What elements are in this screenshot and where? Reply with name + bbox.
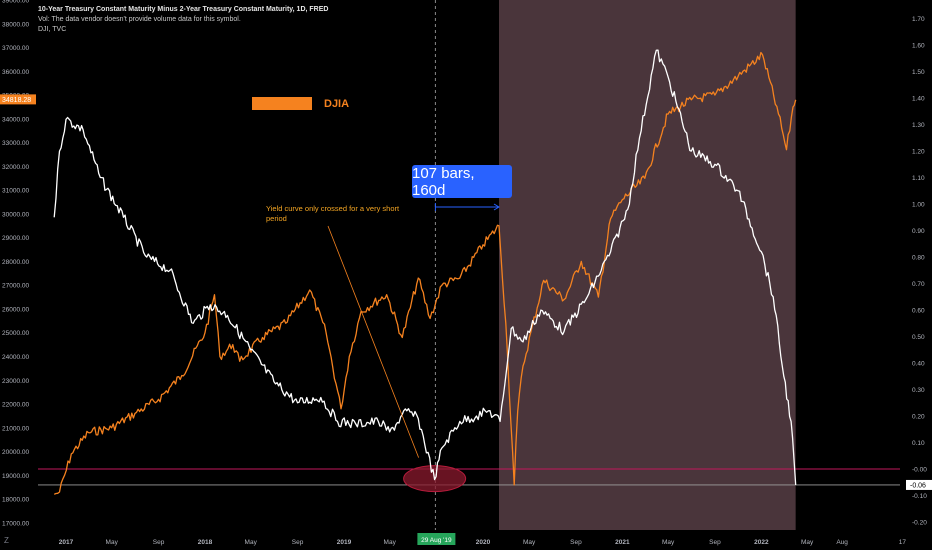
x-tick-label: 2017 [59, 539, 74, 546]
right-tick-label: 0.30 [912, 387, 925, 394]
left-current-value-badge: 34818.28 [0, 94, 36, 105]
x-tick-label: 29 Aug '19 [421, 537, 452, 544]
x-tick-label: May [662, 539, 675, 546]
right-current-value-badge: -0.06 [906, 479, 932, 490]
shaded-region [498, 0, 796, 530]
x-tick-label: Sep [570, 539, 582, 546]
left-axis-ticks: 39000.0038000.0037000.0036000.0035000.00… [2, 0, 29, 527]
x-axis-ticks: 2017 May Sep 2018 May Sep 2019 May 29 Aug '19 202… [59, 533, 907, 546]
left-tick-label: 29000.00 [2, 235, 29, 242]
x-tick-label: 2019 [337, 539, 352, 546]
right-tick-label: 1.70 [912, 16, 925, 23]
right-tick-label: 0.90 [912, 228, 925, 235]
left-tick-label: 36000.00 [2, 69, 29, 76]
x-tick-label: May [245, 539, 258, 546]
left-tick-label: 26000.00 [2, 306, 29, 313]
left-tick-label: 30000.00 [2, 211, 29, 218]
left-tick-label: 38000.00 [2, 21, 29, 28]
right-tick-label: 1.00 [912, 202, 925, 209]
x-tick-label: Sep [709, 539, 721, 546]
series-line-djia [53, 51, 797, 495]
right-tick-label: -0.20 [912, 520, 927, 527]
series-line-spread [53, 49, 797, 485]
right-tick-label: -0.00 [912, 467, 927, 474]
legend-label-djia: DJIA [324, 97, 350, 110]
right-tick-label: 0.40 [912, 361, 925, 368]
left-tick-label: 20000.00 [2, 449, 29, 456]
x-tick-label: 2018 [198, 539, 213, 546]
right-tick-label: 0.60 [912, 308, 925, 315]
right-tick-label: 0.20 [912, 414, 925, 421]
symbol-line: DJI, TVC [38, 26, 67, 33]
annotation-arrow [327, 225, 420, 458]
left-tick-label: 39000.00 [2, 0, 29, 5]
x-tick-label: 2021 [615, 539, 630, 546]
left-tick-label: 31000.00 [2, 188, 29, 195]
right-tick-label: 1.40 [912, 96, 925, 103]
left-tick-label: 24000.00 [2, 354, 29, 361]
right-tick-label: 0.50 [912, 334, 925, 341]
legend: DJIA [252, 97, 349, 110]
x-tick-label: Sep [153, 539, 165, 546]
x-tick-label: 2020 [476, 539, 491, 546]
left-tick-label: 33000.00 [2, 140, 29, 147]
right-tick-label: 0.10 [912, 440, 925, 447]
right-tick-label: 1.50 [912, 69, 925, 76]
x-tick-label: 17 [899, 539, 907, 546]
left-tick-label: 37000.00 [2, 45, 29, 52]
right-tick-label: 1.20 [912, 149, 925, 156]
left-tick-label: 21000.00 [2, 425, 29, 432]
right-tick-label: 1.30 [912, 122, 925, 129]
x-tick-label: May [106, 539, 119, 546]
volume-note: Vol: The data vendor doesn't provide vol… [38, 16, 241, 23]
measure-label[interactable]: 107 bars, 160d [412, 165, 512, 199]
left-tick-label: 19000.00 [2, 473, 29, 480]
logo-icon: Z [4, 536, 9, 545]
right-current-value-label: -0.06 [910, 482, 926, 489]
left-tick-label: 22000.00 [2, 402, 29, 409]
left-tick-label: 28000.00 [2, 259, 29, 266]
measure-arrowhead [493, 203, 500, 211]
left-tick-label: 32000.00 [2, 164, 29, 171]
right-tick-label: 0.70 [912, 281, 925, 288]
x-tick-label: May [384, 539, 397, 546]
annotation-text: Yield curve only crossed for a very shor… [266, 204, 400, 223]
x-tick-label: May [523, 539, 536, 546]
chart-title: 10-Year Treasury Constant Maturity Minus… [38, 6, 329, 13]
left-current-value-label: 34818.28 [2, 97, 31, 104]
right-tick-label: -0.10 [912, 493, 927, 500]
measure-arrow [434, 203, 500, 211]
x-tick-label: Aug [836, 539, 848, 546]
legend-swatch-djia [252, 97, 312, 110]
x-marker-badge [417, 533, 456, 545]
x-tick-label: May [801, 539, 814, 546]
x-tick-label: 2022 [754, 539, 769, 546]
left-tick-label: 18000.00 [2, 497, 29, 504]
right-tick-label: 0.80 [912, 255, 925, 262]
right-tick-label: 1.10 [912, 175, 925, 182]
x-tick-label: Sep [292, 539, 304, 546]
right-tick-label: 1.60 [912, 43, 925, 50]
left-tick-label: 27000.00 [2, 283, 29, 290]
left-tick-label: 34000.00 [2, 116, 29, 123]
left-tick-label: 25000.00 [2, 330, 29, 337]
right-axis-ticks: 1.70 1.60 1.50 1.40 1.30 1.20 1.10 1.00 0.90 0.80… [912, 16, 927, 527]
left-tick-label: 23000.00 [2, 378, 29, 385]
left-tick-label: 17000.00 [2, 520, 29, 527]
